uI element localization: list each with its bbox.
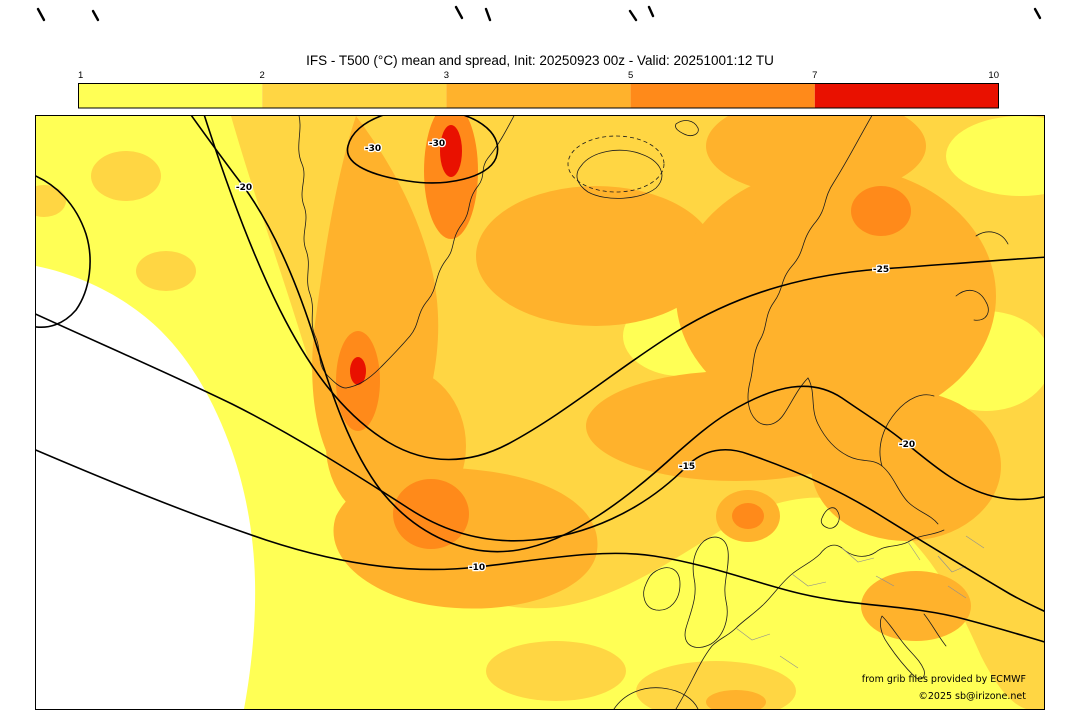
barents-coastline xyxy=(975,231,1009,245)
iberia-coastline xyxy=(613,687,699,709)
colorbar-segment xyxy=(78,83,263,108)
colorbar-tick-labels: 1 2 3 5 7 10 xyxy=(78,70,999,83)
sweden-baltic-coastline xyxy=(807,377,939,525)
norway-coastline xyxy=(747,116,873,426)
mean-contour-lines xyxy=(36,116,1044,643)
contour-line-minus25 xyxy=(203,116,1044,461)
frame-tick xyxy=(454,5,464,20)
colorbar-tick: 10 xyxy=(988,70,999,81)
ireland-coastline xyxy=(643,567,681,611)
contour-label: -10 xyxy=(469,563,485,573)
colorbar-segment xyxy=(262,83,447,108)
contour-line-corner xyxy=(36,175,91,328)
map-credits: from grib files provided by ECMWF ©2025 … xyxy=(862,674,1027,702)
spread-colorbar: 1 2 3 5 7 10 xyxy=(78,70,999,109)
colorbar-tick: 2 xyxy=(259,70,265,81)
svalbard-coastline xyxy=(675,120,699,136)
greenland-east-coastline xyxy=(345,116,515,389)
iceland-dashed-ring xyxy=(567,135,665,193)
top-tick-marks xyxy=(36,5,1042,22)
colorbar-outline xyxy=(78,83,999,109)
frame-tick xyxy=(628,9,638,22)
contour-label: -25 xyxy=(873,265,889,275)
contour-line-minus15 xyxy=(36,313,1044,612)
denmark-coastline xyxy=(820,507,840,529)
white-sea-coastline xyxy=(955,289,989,321)
credit-source: from grib files provided by ECMWF xyxy=(862,674,1026,685)
contour-line-minus20 xyxy=(190,116,1044,553)
frame-tick xyxy=(36,7,46,22)
frame-tick xyxy=(484,7,492,22)
colorbar-tick: 7 xyxy=(812,70,818,81)
contour-label: -20 xyxy=(899,440,915,450)
colorbar-segment xyxy=(630,83,815,108)
frame-tick xyxy=(91,9,100,22)
contour-label: -20 xyxy=(236,183,252,193)
contour-line-minus10 xyxy=(36,449,1044,643)
balkan-coastline xyxy=(923,613,947,647)
gulf-of-bothnia-coastline xyxy=(879,394,935,467)
contour-line-minus30 xyxy=(346,116,499,184)
credit-copyright: ©2025 sb@irizone.net xyxy=(918,691,1026,702)
weather-map: -20 -30 -30 -25 -20 -15 -10 from grib fi… xyxy=(36,116,1044,709)
contour-label: -30 xyxy=(429,139,445,149)
great-britain-coastline xyxy=(684,536,729,648)
colorbar-segment xyxy=(446,83,631,108)
colorbar-tick: 3 xyxy=(443,70,450,81)
italy-coastline xyxy=(880,615,925,680)
frame-tick xyxy=(647,5,655,18)
colorbar-bar xyxy=(78,83,999,109)
frame-tick xyxy=(1033,7,1042,20)
contour-label: -15 xyxy=(679,462,695,472)
contour-label: -30 xyxy=(365,144,381,154)
spread-below-1-region xyxy=(36,266,256,709)
iceland-coastline xyxy=(576,149,663,199)
colorbar-tick: 5 xyxy=(627,70,634,81)
contour-value-labels: -20 -30 -30 -25 -20 -15 -10 xyxy=(235,138,917,575)
country-borders xyxy=(735,535,985,669)
colorbar-tick: 1 xyxy=(78,70,84,81)
spread-7-10-region xyxy=(350,125,462,385)
map-frame: -20 -30 -30 -25 -20 -15 -10 from grib fi… xyxy=(35,115,1045,710)
page-title: IFS - T500 (°C) mean and spread, Init: 2… xyxy=(306,53,774,68)
colorbar-segment xyxy=(814,83,998,108)
